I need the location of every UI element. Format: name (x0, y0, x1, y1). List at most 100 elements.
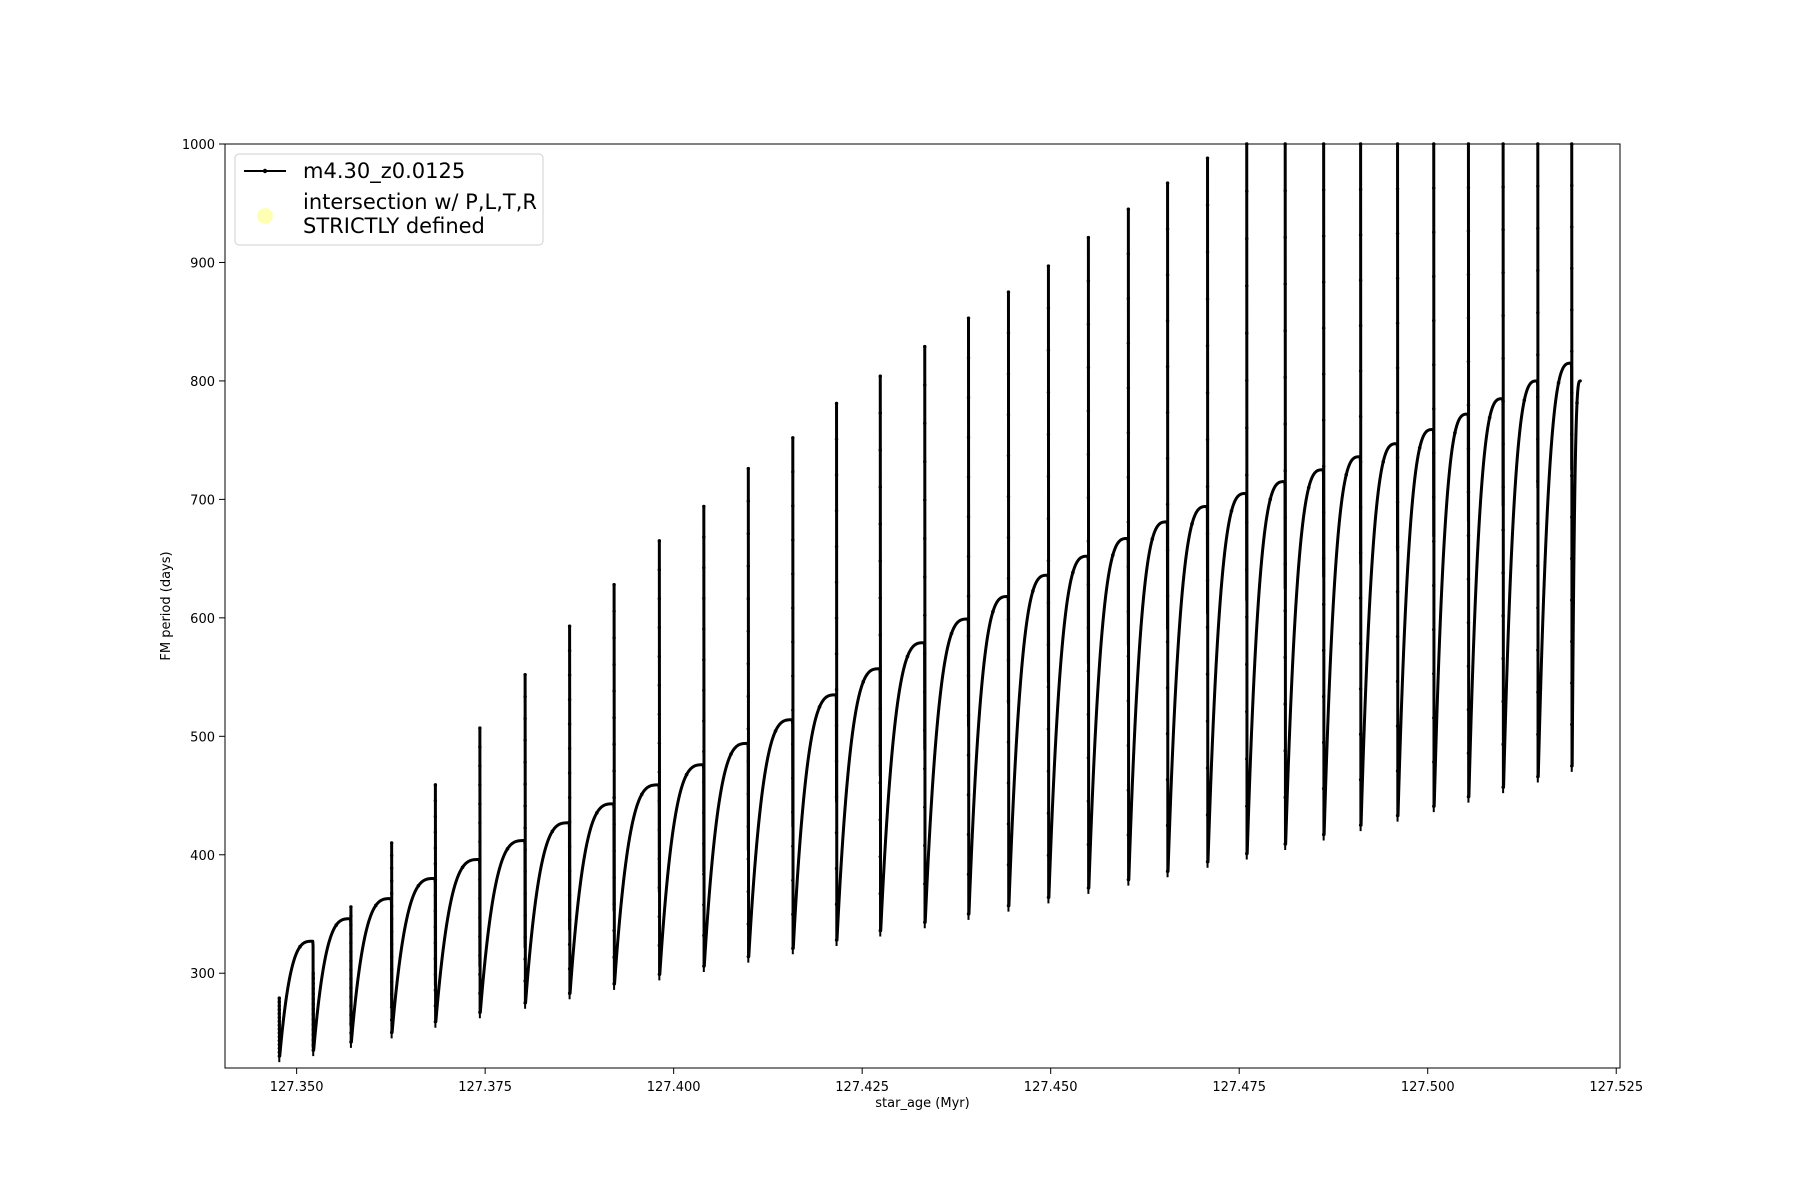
period-point (1006, 781, 1011, 785)
period-point (834, 616, 839, 620)
period-point (1006, 372, 1011, 376)
period-point (277, 1054, 281, 1058)
period-point (817, 705, 822, 709)
period-point (389, 853, 394, 858)
period-point (1358, 323, 1363, 328)
period-point (311, 1027, 315, 1032)
period-point (1126, 207, 1131, 211)
period-point (1466, 446, 1471, 451)
period-point (523, 1001, 527, 1005)
period-point (478, 896, 482, 901)
period-point (1501, 614, 1505, 618)
period-point (298, 944, 302, 949)
period-point (1046, 643, 1051, 647)
period-point (1432, 274, 1436, 279)
period-point (1006, 740, 1011, 744)
period-point (746, 857, 751, 861)
period-point (791, 844, 795, 848)
period-point (1501, 571, 1505, 575)
period-point (1046, 390, 1051, 394)
period-point (612, 662, 616, 667)
period-point (746, 922, 751, 926)
period-point (1432, 230, 1436, 234)
period-point (1395, 769, 1400, 773)
period-point (1165, 869, 1170, 874)
pulse-cycle-line (878, 374, 927, 933)
pulse-cycle-line (433, 783, 482, 1024)
period-point (311, 981, 315, 986)
period-point (523, 869, 527, 874)
period-point (1432, 318, 1436, 323)
period-point (1432, 672, 1436, 676)
period-point (1321, 464, 1326, 468)
period-point (746, 466, 751, 471)
period-point (433, 798, 438, 803)
period-point (1501, 485, 1505, 489)
period-point (966, 475, 971, 479)
period-point (1046, 348, 1051, 352)
period-point (1536, 353, 1540, 357)
y-tick-label: 900 (190, 256, 215, 271)
period-point (657, 741, 662, 745)
period-point (1006, 822, 1011, 826)
period-point (966, 356, 971, 360)
pulse-cycle-line (1086, 236, 1130, 890)
period-point (702, 719, 706, 723)
period-point (834, 401, 839, 406)
period-point (746, 889, 751, 894)
x-tick-label: 127.400 (647, 1080, 701, 1095)
period-point (277, 1050, 281, 1054)
period-point (567, 795, 572, 800)
period-point (905, 654, 910, 659)
period-point (1006, 535, 1011, 540)
period-point (1466, 664, 1471, 668)
period-point (639, 792, 644, 797)
period-point (791, 538, 795, 542)
period-point (791, 674, 795, 678)
period-point (1086, 582, 1091, 587)
pulse-cycle-line (1432, 142, 1470, 808)
period-point (1283, 609, 1287, 613)
period-point (1283, 375, 1287, 380)
period-point (966, 435, 971, 440)
period-point (1321, 418, 1326, 422)
period-point (1395, 187, 1400, 191)
x-axis: 127.350 127.375 127.400 127.425 127.450 127.4… (270, 1068, 1643, 1095)
period-point (1570, 183, 1574, 188)
period-point (1358, 278, 1363, 282)
period-point (773, 729, 778, 733)
period-point (349, 977, 353, 981)
period-point (277, 1031, 281, 1035)
period-point (1283, 702, 1287, 706)
period-point (349, 932, 353, 936)
period-point (1165, 181, 1170, 185)
period-point (1487, 415, 1492, 420)
period-point (523, 760, 527, 764)
period-point (523, 804, 527, 808)
period-point (1245, 520, 1249, 525)
pulse-cycle-line (277, 939, 315, 1058)
period-point (1126, 386, 1131, 390)
period-point (1321, 142, 1326, 146)
period-point (657, 568, 662, 572)
period-point (1466, 577, 1471, 581)
pulse-cycle-line (390, 841, 437, 1034)
period-point (702, 566, 706, 570)
period-point (1321, 234, 1326, 238)
period-point (389, 992, 394, 997)
period-point (966, 594, 971, 598)
period-point (1395, 142, 1400, 146)
period-point (1570, 349, 1574, 354)
period-point (1321, 280, 1326, 284)
period-point (277, 1023, 281, 1027)
period-point (1245, 378, 1249, 383)
period-point (389, 891, 394, 896)
period-point (878, 854, 882, 859)
period-point (1570, 681, 1574, 685)
period-point (1205, 484, 1210, 489)
period-point (1466, 751, 1471, 755)
period-point (1466, 229, 1471, 233)
period-point (433, 862, 438, 866)
period-point (1395, 410, 1400, 415)
period-point (878, 485, 882, 489)
